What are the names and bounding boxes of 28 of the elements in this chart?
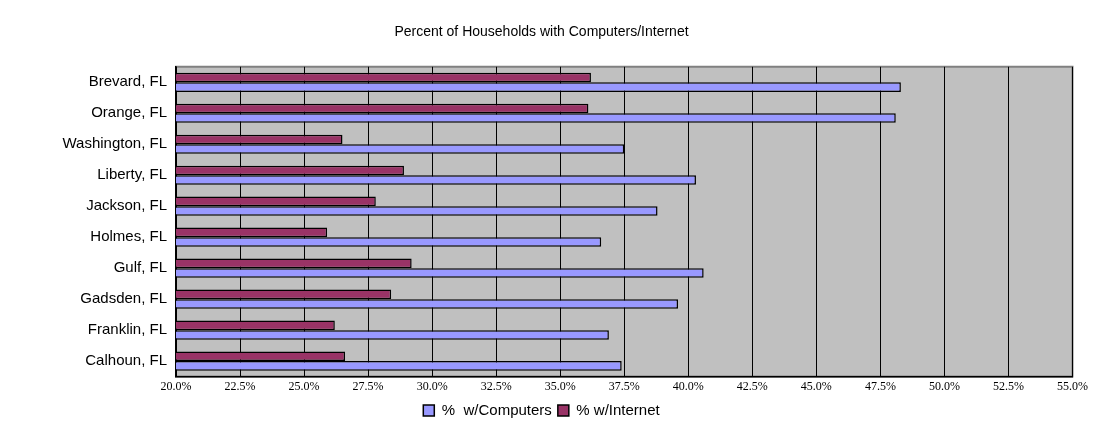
legend-label: % w/Computers [441,400,552,418]
x-tick-label: 37.5% [608,378,640,393]
x-tick-label: 35.0% [544,378,576,393]
x-tick-label: 47.5% [864,378,896,393]
y-tick-label: Orange, FL [91,103,167,121]
x-tick-label: 52.5% [992,378,1024,393]
y-tick-label: Gadsden, FL [80,289,167,307]
x-tick-label: 55.0% [1057,378,1088,393]
x-tick-label: 20.0% [160,378,192,393]
x-tick-label: 50.0% [928,378,960,393]
x-tick-label: 32.5% [480,378,512,393]
y-tick-label: Washington, FL [62,134,167,152]
y-tick-label: Calhoun, FL [85,351,167,369]
chart-title: Percent of Households with Computers/Internet [394,23,689,40]
y-tick-label: Holmes, FL [90,227,167,245]
y-tick-label: Jackson, FL [86,196,167,214]
x-tick-label: 27.5% [352,378,384,393]
x-tick-label: 42.5% [736,378,768,393]
x-tick-label: 40.0% [672,378,704,393]
y-tick-label: Franklin, FL [87,320,167,338]
y-tick-label: Liberty, FL [97,165,167,183]
y-tick-label: Gulf, FL [113,258,167,276]
x-tick-label: 30.0% [416,378,448,393]
legend-label: % w/Internet [576,400,661,418]
x-tick-label: 22.5% [224,378,256,393]
y-tick-label: Brevard, FL [88,72,167,90]
x-tick-label: 25.0% [288,378,320,393]
x-tick-label: 45.0% [800,378,832,393]
